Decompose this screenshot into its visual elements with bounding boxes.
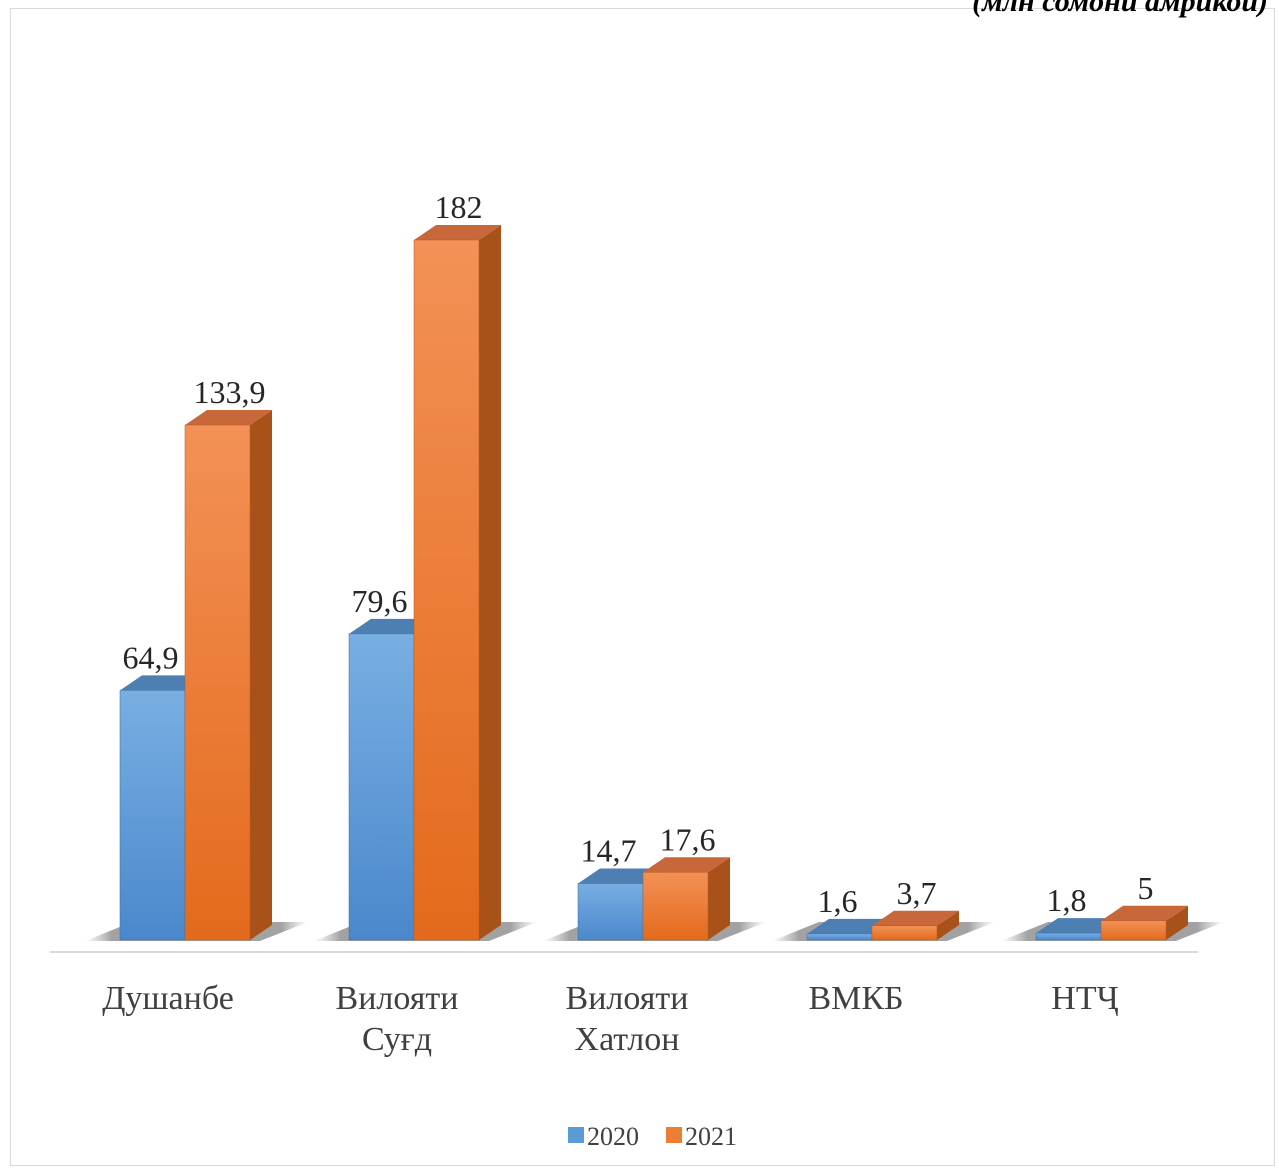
bar-side <box>937 910 959 940</box>
bar-side <box>250 410 272 940</box>
category-label: Вилояти Суғд <box>336 980 459 1058</box>
bar-side <box>1166 905 1188 940</box>
unit-note: (млн сомони амрикоӣ) <box>972 0 1268 18</box>
bar-front <box>1100 920 1167 941</box>
bar-front <box>348 633 415 941</box>
bar-side <box>479 225 501 940</box>
bar-2021-4 <box>1100 905 1188 941</box>
category-label: Вилояти Хатлон <box>566 980 689 1058</box>
data-label: 17,6 <box>660 821 716 857</box>
data-label: 64,9 <box>123 639 179 675</box>
data-label: 1,8 <box>1047 882 1087 918</box>
bar-front <box>184 424 251 941</box>
data-label: 133,9 <box>194 374 266 410</box>
legend-label: 2020 <box>587 1122 639 1151</box>
bar-front <box>871 925 938 941</box>
data-label: 1,6 <box>818 883 858 919</box>
legend-item-2021: 2021 <box>666 1122 737 1151</box>
data-label: 79,6 <box>352 583 408 619</box>
data-label: 5 <box>1138 870 1154 906</box>
legend-swatch <box>666 1127 682 1143</box>
bar-front <box>806 933 873 941</box>
legend-swatch <box>568 1127 584 1143</box>
bar-front <box>1035 932 1102 941</box>
bar-top <box>414 225 501 240</box>
bar-front <box>642 872 709 941</box>
category-label: Душанбе <box>102 980 234 1017</box>
bar-front <box>119 690 186 941</box>
bar-front <box>413 239 480 941</box>
data-label: 182 <box>435 189 483 225</box>
bar-side <box>708 857 730 940</box>
bar-top <box>185 410 272 425</box>
data-label: 3,7 <box>897 875 937 911</box>
category-label: НТҶ <box>1051 980 1118 1017</box>
bar-top <box>1101 905 1188 921</box>
data-label: 14,7 <box>581 832 637 868</box>
bar-top <box>872 910 959 926</box>
legend-label: 2021 <box>685 1122 737 1151</box>
bar-front <box>577 883 644 941</box>
bar-2021-0 <box>184 410 272 941</box>
category-label: ВМКБ <box>808 980 903 1017</box>
bar-2021-2 <box>642 857 730 941</box>
legend-item-2020: 2020 <box>568 1122 639 1151</box>
bar-2021-3 <box>871 910 959 941</box>
bar-2021-1 <box>413 225 501 941</box>
bar-top <box>643 857 730 873</box>
